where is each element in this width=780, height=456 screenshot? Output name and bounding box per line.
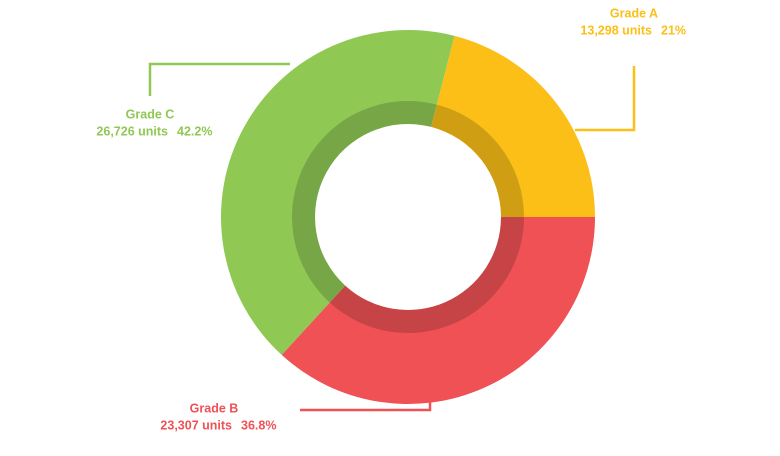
leader-line [300, 390, 432, 412]
donut-slice [431, 35, 595, 217]
donut-slice [281, 217, 595, 404]
label-value: 26,726 units [96, 124, 168, 138]
donut-inner-band [431, 104, 524, 217]
label-name: Grade B [190, 401, 239, 415]
label-value: 13,298 units [580, 23, 652, 37]
donut-slice [221, 30, 455, 355]
donut-inner-band [329, 217, 524, 333]
leader-line [148, 62, 290, 96]
leader-line [575, 66, 636, 132]
label-percent: 21% [661, 23, 686, 37]
label-percent: 36.8% [241, 418, 276, 432]
label-name: Grade A [610, 6, 658, 20]
label-name: Grade C [126, 107, 175, 121]
label-value: 23,307 units [160, 418, 232, 432]
label-percent: 42.2% [177, 124, 212, 138]
donut-inner-band [292, 101, 437, 303]
